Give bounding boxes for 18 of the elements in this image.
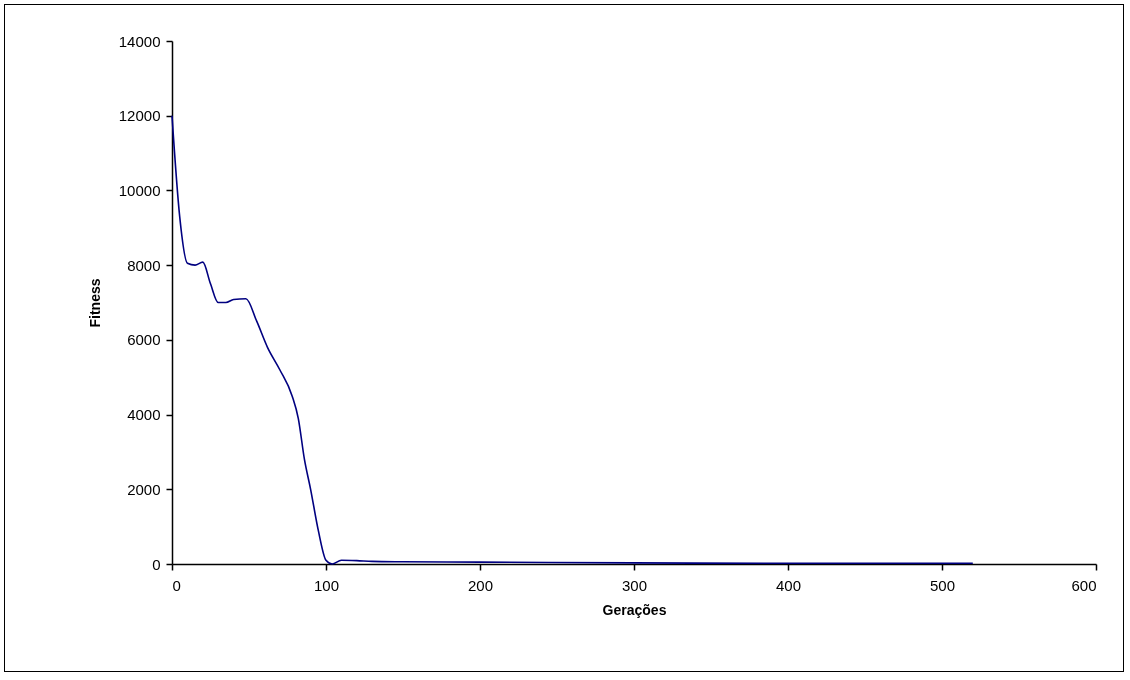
x-tick-label: 600 <box>1071 576 1097 594</box>
y-tick-label: 2000 <box>127 480 161 498</box>
y-tick-label: 8000 <box>127 256 161 274</box>
x-tick-label: 200 <box>467 576 494 594</box>
y-tick-label: 6000 <box>127 331 161 349</box>
x-tick-label: 500 <box>929 576 956 594</box>
x-tick-label: 400 <box>775 576 802 594</box>
x-tick-label: 300 <box>621 576 648 594</box>
y-tick-label: 14000 <box>118 32 161 50</box>
y-axis-title: Fitness <box>86 278 103 328</box>
y-tick-label: 4000 <box>127 406 161 424</box>
x-tick-label: 0 <box>172 576 181 594</box>
y-tick-label: 12000 <box>118 107 161 125</box>
line-series <box>171 114 974 565</box>
x-tick-label: 100 <box>313 576 340 594</box>
y-tick-label: 10000 <box>118 181 161 199</box>
x-axis-title: Gerações <box>602 601 667 618</box>
y-tick-label: 0 <box>152 555 161 573</box>
